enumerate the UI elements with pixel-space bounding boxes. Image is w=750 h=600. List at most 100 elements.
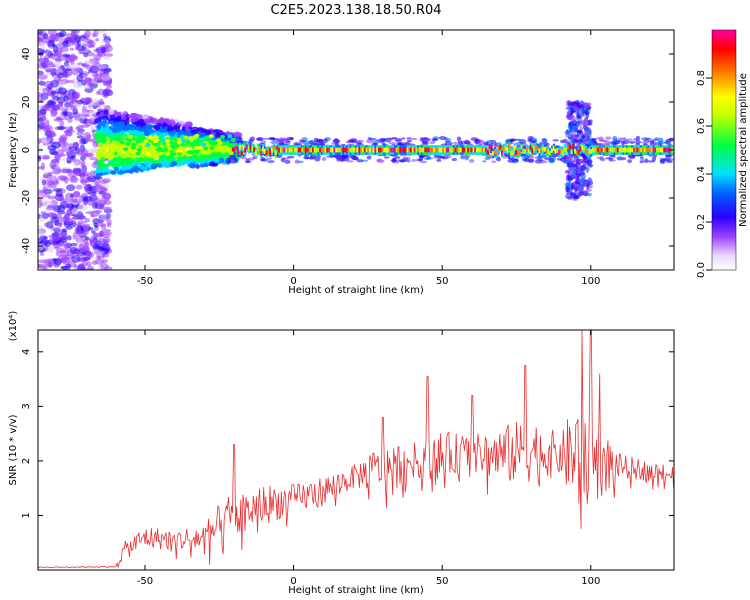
heatmap-cell <box>155 119 162 124</box>
heatmap-cell <box>639 156 645 160</box>
heatmap-cell <box>438 135 447 141</box>
heatmap-cell <box>394 156 401 159</box>
heatmap-cell <box>584 148 588 153</box>
heatmap-cell <box>50 53 60 61</box>
heatmap-cell <box>92 98 98 107</box>
heatmap-cell <box>97 247 104 252</box>
heatmap-cell <box>46 42 56 47</box>
x-tick-label: 50 <box>436 276 449 287</box>
heatmap-cell <box>647 147 650 153</box>
heatmap-cell <box>38 263 45 268</box>
heatmap-cell <box>533 145 536 151</box>
heatmap-cell <box>129 117 137 123</box>
heatmap-cell <box>590 149 593 154</box>
heatmap-cell <box>48 180 55 186</box>
snr-panel: -50 0 50 100 1 2 3 4 Height of straight line (… <box>8 311 675 596</box>
heatmap-cell <box>136 147 142 152</box>
heatmap-cell <box>127 135 133 140</box>
heatmap-cell <box>399 147 402 153</box>
heatmap-cell <box>165 142 171 147</box>
heatmap-cell <box>63 111 73 117</box>
heatmap-cell <box>656 147 659 153</box>
heatmap-cell <box>370 147 374 153</box>
heatmap-cell <box>587 139 594 146</box>
heatmap-cell <box>606 147 609 153</box>
heatmap-cell <box>580 164 586 172</box>
heatmap-cell <box>411 158 417 162</box>
heatmap-cell <box>464 155 470 161</box>
heatmap-cell <box>587 119 591 125</box>
heatmap-cell <box>336 147 340 153</box>
heatmap-cell <box>620 147 623 153</box>
heatmap-cell <box>117 170 123 175</box>
heatmap-cell <box>586 159 592 166</box>
heatmap-cell <box>72 191 81 198</box>
heatmap-cell <box>561 150 564 155</box>
heatmap-cell <box>575 178 582 185</box>
y-tick-label: -40 <box>21 238 32 254</box>
heatmap-cell <box>456 136 462 142</box>
heatmap-cell <box>468 147 472 153</box>
heatmap-cell <box>651 156 657 162</box>
heatmap-cell <box>244 147 247 153</box>
heatmap-cell <box>56 213 63 219</box>
heatmap-cell <box>417 147 420 153</box>
heatmap-cell <box>130 142 136 147</box>
heatmap-cell <box>565 134 570 138</box>
heatmap-cell <box>212 145 221 150</box>
y-tick-label: -20 <box>21 190 32 206</box>
heatmap-cell <box>84 185 89 193</box>
heatmap-cell <box>585 166 590 173</box>
heatmap-cell <box>74 115 81 121</box>
heatmap-cell <box>114 137 120 142</box>
heatmap-cell <box>474 147 477 153</box>
heatmap-cell <box>38 80 46 86</box>
heatmap-cell <box>415 147 418 153</box>
heatmap-cell <box>394 138 403 142</box>
heatmap-cell <box>399 160 405 163</box>
snr-xlabel: Height of straight line (km) <box>288 585 424 596</box>
heatmap-cell <box>269 150 272 155</box>
heatmap-cell <box>38 230 45 237</box>
heatmap-cell <box>153 124 159 130</box>
heatmap-cell <box>135 121 141 127</box>
heatmap-cell <box>38 70 44 76</box>
heatmap-cell <box>329 147 333 153</box>
heatmap-cell <box>216 138 222 143</box>
heatmap-cell <box>103 109 109 115</box>
heatmap-cell <box>496 157 502 162</box>
heatmap-cell <box>230 137 236 142</box>
heatmap-cell <box>361 147 365 153</box>
heatmap-cell <box>341 154 349 160</box>
heatmap-cell <box>66 209 72 215</box>
heatmap-cell <box>514 138 522 141</box>
colorbar-gradient <box>711 29 737 271</box>
heatmap-cell <box>38 62 46 69</box>
y-tick-label: 0 <box>21 147 32 153</box>
heatmap-cell <box>429 141 436 145</box>
heatmap-cell <box>85 97 93 105</box>
x-tick-label: 0 <box>290 276 296 287</box>
heatmap-cell <box>383 147 386 153</box>
heatmap-cell <box>272 145 275 151</box>
heatmap-cell <box>587 178 593 183</box>
heatmap-cell <box>91 260 98 265</box>
heatmap-cell <box>358 147 361 153</box>
heatmap-cell <box>639 160 645 164</box>
heatmap-cell <box>44 60 54 66</box>
heatmap-cell <box>249 144 252 150</box>
heatmap-cell <box>665 140 672 145</box>
heatmap-cell <box>63 243 69 249</box>
heatmap-cell <box>92 77 103 83</box>
heatmap-cell <box>429 147 432 153</box>
heatmap-cell <box>78 243 86 251</box>
heatmap-cell <box>50 69 56 78</box>
heatmap-cell <box>164 151 170 156</box>
heatmap-cell <box>575 133 579 138</box>
heatmap-cell <box>45 48 50 57</box>
heatmap-cell <box>98 169 105 173</box>
heatmap-cell <box>570 182 575 190</box>
heatmap-cell <box>458 147 461 153</box>
heatmap-cell <box>650 147 654 153</box>
heatmap-cell <box>178 120 185 124</box>
